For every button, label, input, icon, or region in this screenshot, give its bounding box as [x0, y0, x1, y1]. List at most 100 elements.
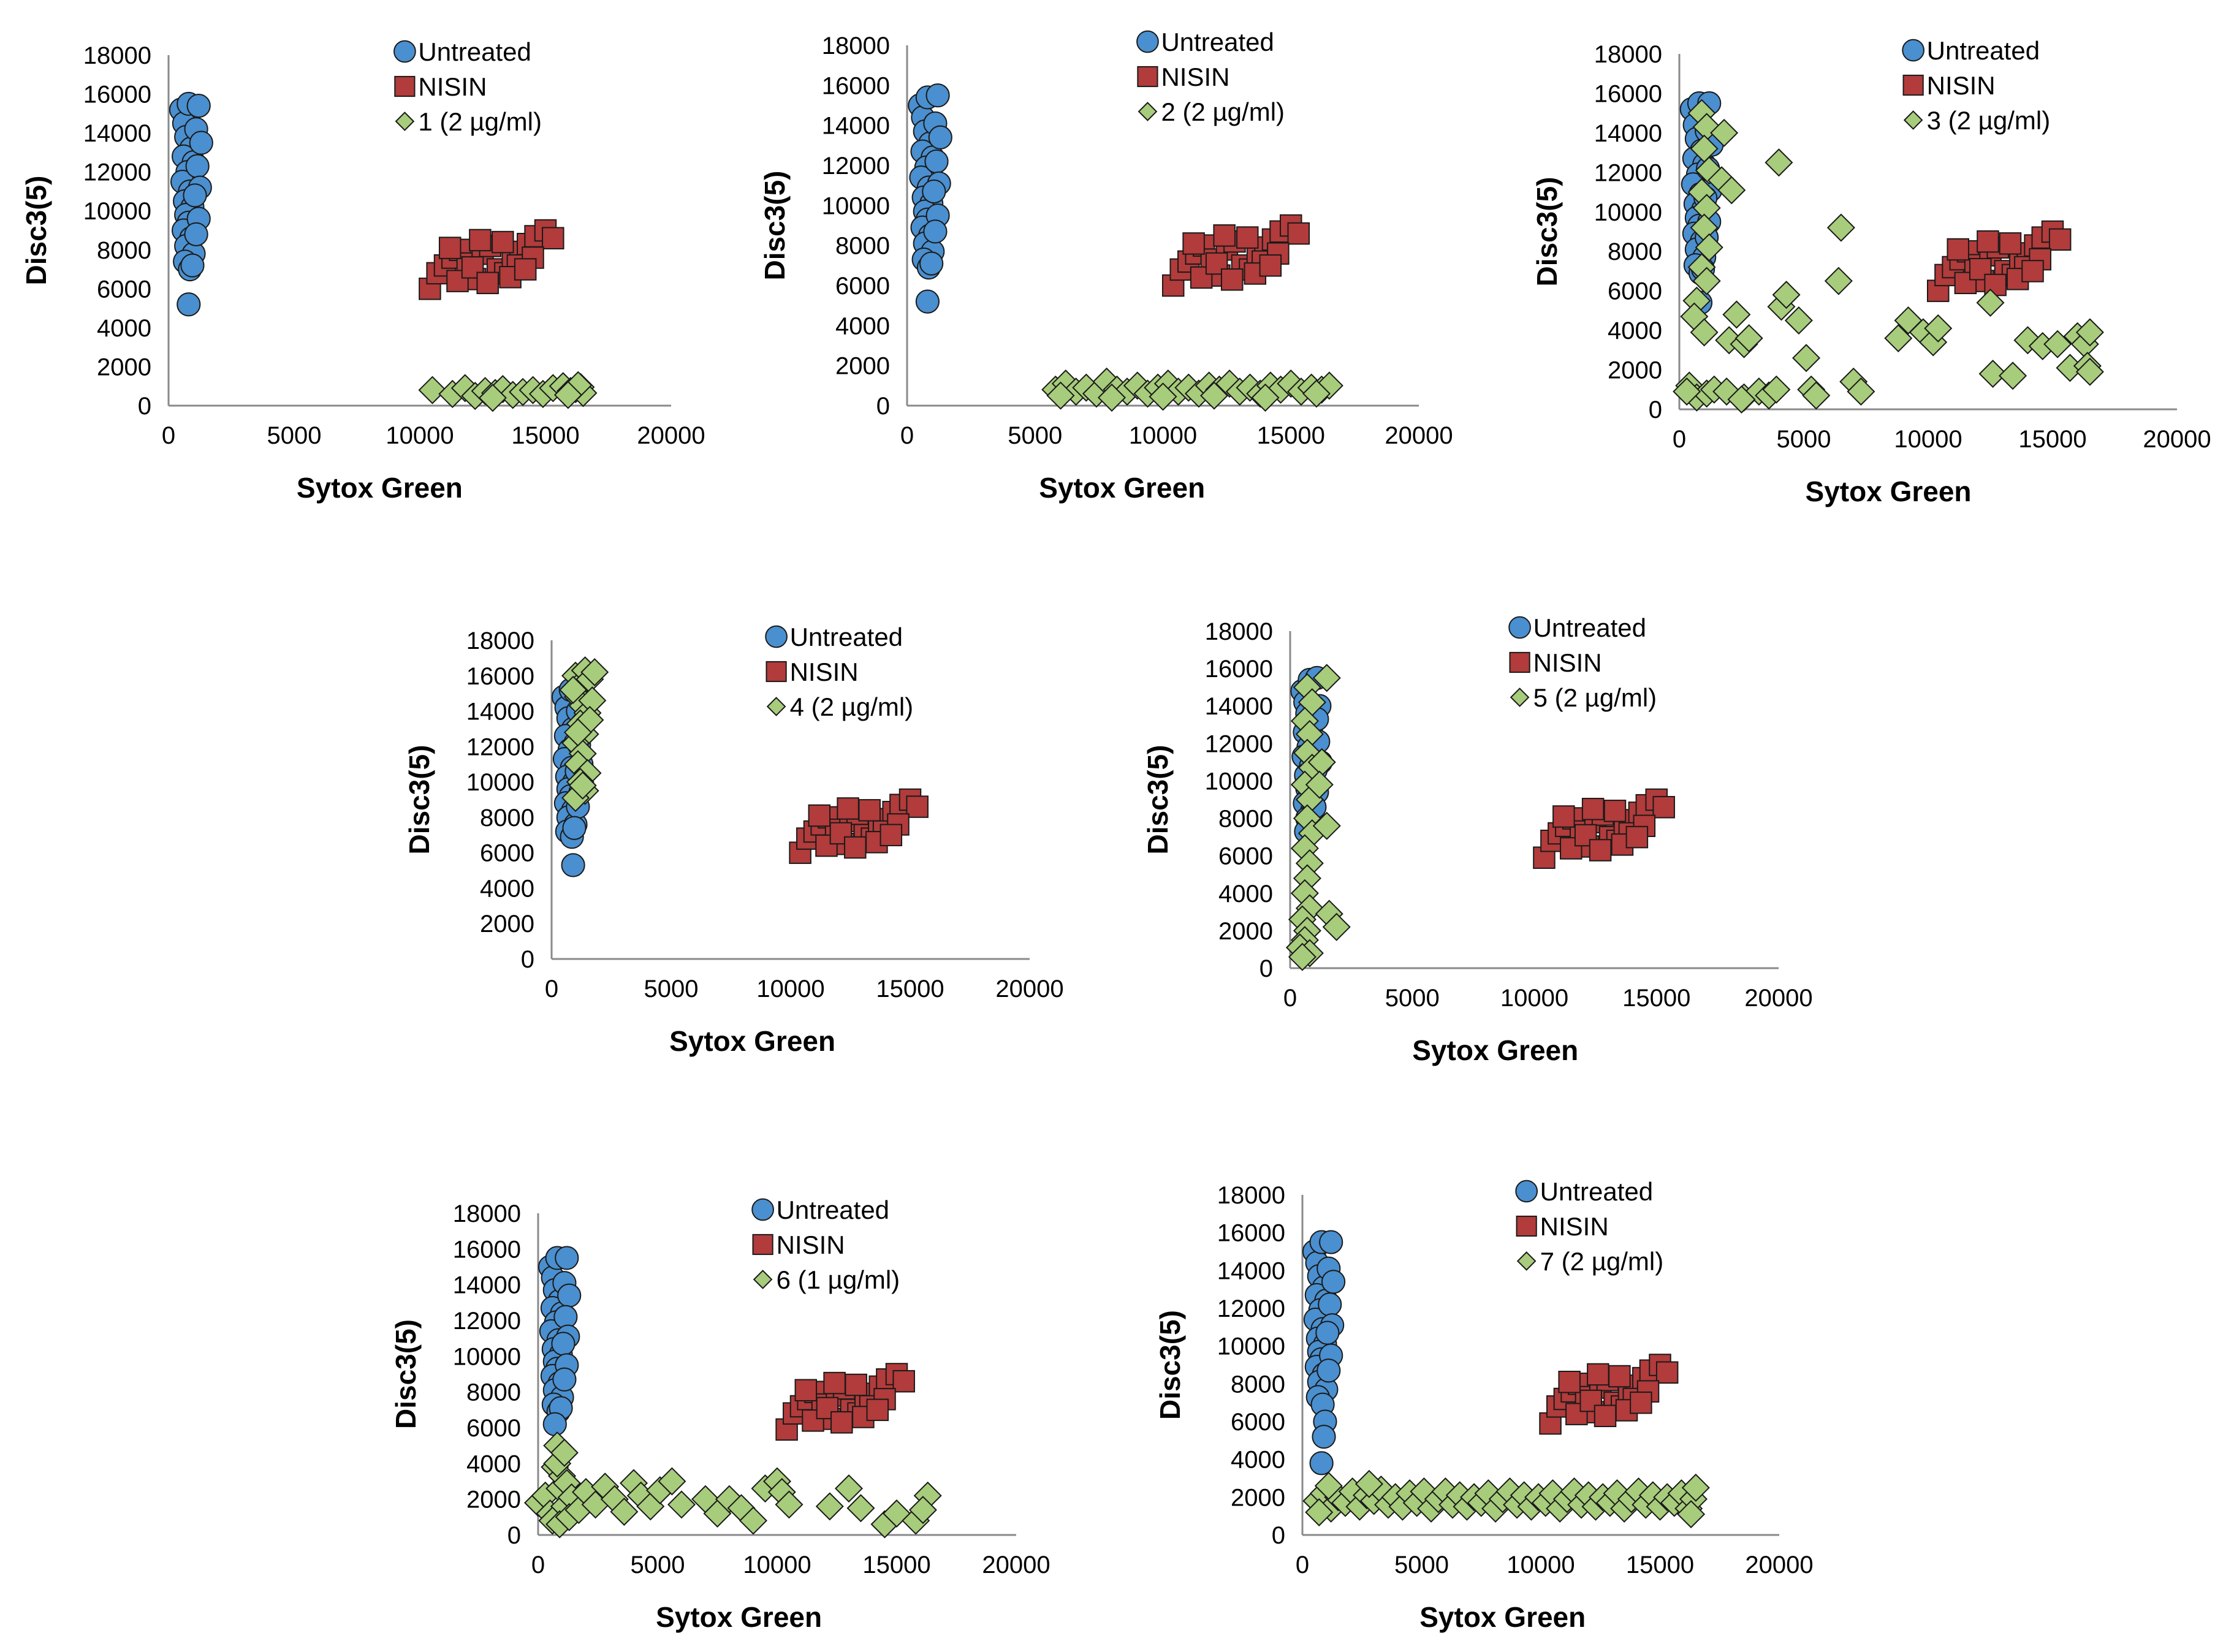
y-tick-label: 16000	[1217, 1220, 1285, 1247]
data-point-diamond	[1792, 344, 1821, 373]
data-point-circle	[1321, 1270, 1346, 1294]
y-tick-label: 0	[876, 393, 890, 420]
data-point-square	[438, 237, 462, 259]
data-point-diamond	[1149, 382, 1177, 411]
y-tick-label: 12000	[1594, 159, 1662, 186]
y-tick-label: 8000	[97, 237, 151, 264]
y-tick-label: 6000	[835, 273, 890, 300]
data-point-square	[906, 795, 929, 818]
data-point-diamond	[667, 1490, 696, 1519]
data-point-diamond	[846, 1494, 875, 1523]
data-point-square	[892, 1370, 915, 1393]
y-tick-label: 2000	[835, 353, 890, 380]
data-point-circle	[186, 94, 211, 118]
series-diamond	[1302, 1469, 1710, 1529]
data-point-square	[542, 227, 564, 249]
data-point-square	[845, 1373, 867, 1396]
y-tick-label: 4000	[97, 315, 151, 342]
data-point-circle	[189, 131, 213, 155]
y-tick-label: 4000	[835, 313, 890, 339]
x-tick-label: 0	[1673, 426, 1686, 453]
legend-marker-square	[752, 1233, 773, 1256]
data-point-diamond	[1302, 379, 1331, 408]
y-tick-label: 14000	[822, 113, 890, 140]
data-point-square	[844, 836, 867, 859]
data-point-diamond	[610, 1498, 639, 1526]
y-tick-label: 2000	[466, 1487, 521, 1514]
data-point-circle	[183, 183, 207, 208]
x-tick-label: 15000	[1626, 1552, 1694, 1578]
y-axis-title: Disc3(5)	[20, 176, 52, 286]
x-tick-label: 0	[1283, 985, 1297, 1012]
x-tick-label: 15000	[511, 422, 579, 449]
data-point-square	[2048, 228, 2072, 251]
data-point-square	[1608, 1365, 1631, 1388]
y-tick-label: 10000	[83, 198, 151, 225]
data-point-square	[514, 258, 537, 281]
data-point-square	[837, 797, 859, 820]
x-tick-label: 20000	[982, 1552, 1050, 1578]
data-point-circle	[924, 149, 949, 174]
x-axis-title: Sytox Green	[1806, 476, 1972, 507]
x-axis-title: Sytox Green	[1412, 1034, 1578, 1066]
x-tick-label: 5000	[631, 1552, 685, 1578]
data-point-square	[816, 1396, 839, 1420]
x-tick-label: 15000	[876, 976, 944, 1002]
data-point-diamond	[1762, 375, 1791, 404]
legend-marker-circle	[393, 40, 416, 63]
y-tick-label: 4000	[1218, 881, 1273, 907]
data-point-square	[794, 1379, 818, 1401]
y-tick-label: 4000	[480, 875, 534, 902]
data-point-square	[1182, 232, 1205, 255]
data-point-diamond	[1677, 1500, 1706, 1529]
y-axis-title: Disc3(5)	[1154, 1310, 1186, 1420]
legend-label: Untreated	[1161, 28, 1274, 56]
y-tick-label: 18000	[1205, 618, 1273, 645]
y-tick-label: 14000	[83, 120, 151, 147]
legend-marker-circle	[765, 625, 788, 648]
data-point-circle	[919, 251, 944, 276]
legend-label: 5 (2 µg/ml)	[1533, 683, 1657, 712]
legend-label: NISIN	[1540, 1212, 1609, 1241]
y-tick-label: 0	[1259, 955, 1273, 982]
data-point-diamond	[1251, 383, 1280, 412]
data-point-diamond	[1097, 383, 1126, 412]
data-point-diamond	[739, 1506, 768, 1535]
legend-marker-square	[1509, 651, 1530, 673]
data-point-circle	[1319, 1230, 1343, 1254]
y-tick-label: 6000	[1608, 278, 1662, 305]
y-tick-label: 18000	[822, 32, 890, 59]
x-tick-label: 5000	[1385, 985, 1440, 1012]
y-axis-title: Disc3(5)	[390, 1319, 422, 1429]
legend-label: 4 (2 µg/ml)	[790, 692, 914, 721]
x-axis-title: Sytox Green	[1039, 472, 1205, 504]
data-point-diamond	[1924, 314, 1953, 343]
data-point-square	[476, 271, 499, 295]
data-point-diamond	[1710, 118, 1739, 147]
x-tick-label: 0	[531, 1552, 545, 1578]
data-point-diamond	[1681, 1473, 1710, 1502]
data-point-circle	[922, 179, 946, 204]
legend-label: Untreated	[1927, 36, 2040, 65]
series-square	[1533, 788, 1675, 869]
y-tick-label: 10000	[822, 192, 890, 219]
data-point-square	[1581, 798, 1605, 820]
x-tick-label: 10000	[1894, 426, 1962, 453]
data-point-square	[1552, 805, 1575, 828]
y-axis-title: Disc3(5)	[403, 745, 435, 855]
data-point-square	[1652, 795, 1675, 819]
data-point-diamond	[815, 1492, 844, 1521]
data-point-diamond	[1199, 381, 1229, 410]
y-tick-label: 12000	[822, 153, 890, 180]
data-point-square	[1213, 224, 1236, 247]
y-tick-label: 2000	[1608, 357, 1662, 384]
series-diamond	[1285, 664, 1351, 971]
data-point-square	[461, 256, 484, 279]
data-point-diamond	[1354, 1469, 1383, 1498]
legend-marker-diamond	[766, 697, 786, 716]
data-point-square	[492, 230, 514, 254]
y-tick-label: 10000	[453, 1343, 521, 1370]
series-circle	[169, 91, 213, 317]
x-tick-label: 15000	[862, 1552, 930, 1578]
data-point-square	[1625, 825, 1649, 849]
